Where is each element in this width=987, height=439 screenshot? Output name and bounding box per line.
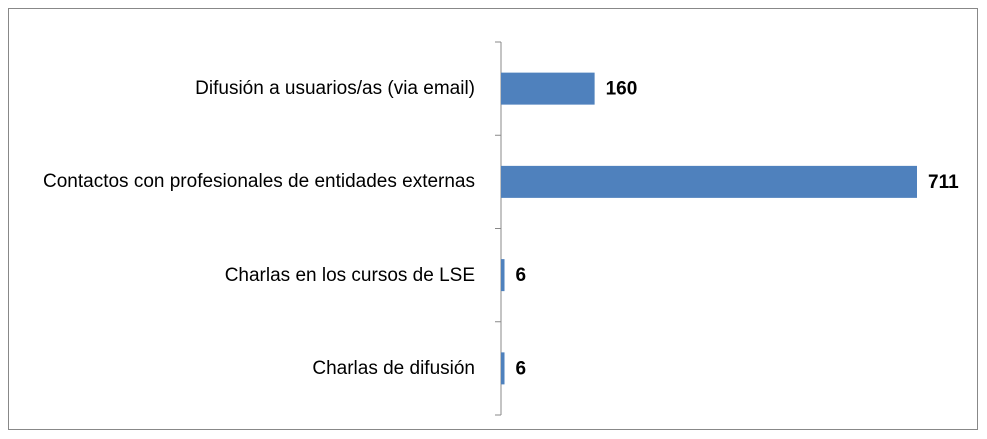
category-label-box: Difusión a usuarios/as (via email) [0,49,475,129]
data-label: 6 [516,265,527,286]
data-label: 711 [928,172,959,193]
bar [501,352,505,385]
category-label-box: Contactos con profesionales de entidades… [0,142,475,222]
category-label: Difusión a usuarios/as (via email) [195,78,475,100]
data-label: 6 [516,358,527,379]
category-label: Charlas en los cursos de LSE [224,264,475,286]
bar [501,259,505,292]
data-label: 160 [606,79,638,100]
bar [501,165,917,198]
category-label-box: Charlas de difusión [0,328,475,408]
category-label: Charlas de difusión [312,357,475,379]
bar [501,72,595,105]
chart-border [8,8,978,430]
category-label: Contactos con profesionales de entidades… [43,171,475,193]
category-label-box: Charlas en los cursos de LSE [0,235,475,315]
